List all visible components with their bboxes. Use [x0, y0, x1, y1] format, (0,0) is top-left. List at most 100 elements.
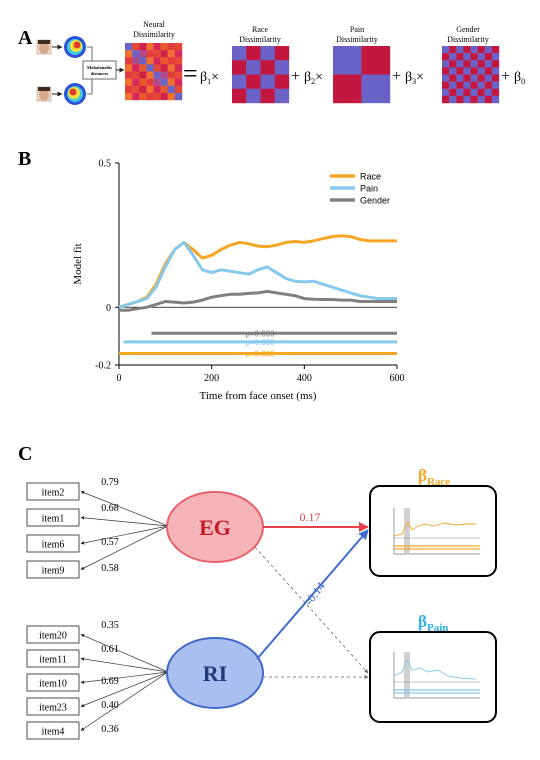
gender-dissimilarity-matrix — [442, 46, 500, 104]
gender-cell — [484, 60, 493, 68]
ri-loading-value: 0.35 — [101, 620, 119, 631]
gender-cell — [477, 53, 485, 61]
neural-cell — [125, 43, 133, 51]
ri-item-box — [26, 625, 80, 644]
race-cell — [260, 60, 275, 75]
x-tick-label: 200 — [204, 373, 219, 384]
series-line-pain — [118, 240, 397, 309]
beta1-sub: 1 — [207, 77, 211, 86]
sem-diagram: item2 0.79 item1 0.68 item6 0.57 item9 0.58 item… — [26, 466, 497, 740]
ri-item-box — [26, 649, 80, 668]
beta3-times: × — [416, 70, 424, 85]
gender-cell — [477, 67, 485, 75]
neural-cell — [125, 71, 133, 79]
gender-cell — [477, 74, 485, 82]
neural-cell — [125, 64, 133, 72]
gender-cell — [470, 67, 478, 75]
mini-shaded-window — [404, 652, 410, 698]
head-topomap-bottom-icon — [64, 83, 86, 105]
gender-cell — [491, 88, 500, 97]
race-cell — [260, 88, 275, 104]
gender-cell — [449, 74, 457, 82]
neural-cell — [125, 78, 133, 86]
ri-item-label: item20 — [39, 631, 67, 642]
ri-loading-arrow — [80, 657, 169, 673]
neural-cell — [174, 43, 183, 51]
x-tick-label: 600 — [390, 373, 405, 384]
race-cell — [274, 46, 290, 61]
race-cell — [274, 88, 290, 104]
path-eg-race-value: 0.17 — [300, 510, 321, 524]
neural-cell — [132, 64, 140, 72]
legend-label-pain: Pain — [360, 184, 378, 194]
neural-cell — [153, 71, 161, 79]
gender-cell — [456, 60, 464, 68]
neural-cell — [132, 92, 140, 101]
equals-sign: = — [183, 59, 198, 88]
ri-loading-value: 0.61 — [101, 644, 119, 655]
gender-cell — [449, 88, 457, 97]
gender-cell — [449, 81, 457, 89]
neural-cell — [174, 85, 183, 94]
neural-cell — [132, 85, 140, 94]
neural-cell — [153, 85, 161, 94]
gender-cell — [449, 67, 457, 75]
x-axis-label: Time from face onset (ms) — [200, 390, 317, 402]
ri-loading-arrow — [80, 671, 169, 731]
neural-cell — [146, 85, 154, 94]
beta3-term: β3× — [405, 70, 424, 86]
race-cell — [246, 60, 261, 75]
matrix-title-race-1: Race — [252, 25, 268, 34]
beta1-term: β1× — [200, 70, 219, 86]
neural-cell — [174, 92, 183, 101]
path-eg-pain-dashed — [254, 546, 369, 674]
beta2-times: × — [315, 70, 323, 85]
neural-cell — [153, 64, 161, 72]
ri-loading-arrow — [80, 634, 169, 673]
gender-cell — [456, 88, 464, 97]
legend-label-gender: Gender — [360, 196, 390, 206]
series-line-gender — [119, 289, 397, 312]
gender-cell — [470, 95, 478, 104]
neural-cell — [139, 92, 147, 101]
eg-loading-arrow — [80, 516, 169, 527]
neural-cell — [153, 57, 161, 65]
gender-cell — [463, 46, 471, 54]
neural-cell — [139, 50, 147, 58]
beta2-symbol: β — [304, 70, 311, 85]
eg-item-box — [26, 482, 80, 501]
gender-cell — [463, 74, 471, 82]
gender-cell — [470, 88, 478, 97]
neural-cell — [125, 57, 133, 65]
neural-cell — [160, 64, 168, 72]
neural-cell — [139, 64, 147, 72]
eg-item-box — [26, 560, 80, 579]
gender-cell — [491, 81, 500, 89]
neural-cell — [167, 57, 176, 65]
race-cell — [260, 46, 275, 61]
neural-cell — [174, 57, 183, 65]
gender-cell — [470, 53, 478, 61]
gender-cell — [484, 46, 493, 54]
gender-cell — [442, 81, 450, 89]
race-cell — [232, 74, 247, 89]
beta1-times: × — [211, 70, 219, 85]
head-topomap-top-icon — [64, 36, 86, 58]
neural-cell — [139, 85, 147, 94]
beta-race-label: βRace — [418, 466, 450, 488]
neural-cell — [146, 57, 154, 65]
neural-cell — [167, 71, 176, 79]
eg-loading-value: 0.58 — [101, 563, 119, 574]
pain-cell — [361, 74, 391, 104]
beta2-term: β2× — [304, 70, 323, 86]
neural-cell — [146, 71, 154, 79]
y-tick-label: 0.5 — [99, 159, 112, 170]
matrix-title-neural-2: Dissimilarity — [133, 30, 175, 39]
eg-factor-label: EG — [199, 515, 231, 540]
race-dissimilarity-matrix — [232, 46, 290, 104]
path-ri-race-value: -0.14 — [302, 579, 328, 607]
gender-cell — [491, 74, 500, 82]
neural-dissimilarity-matrix — [125, 43, 183, 101]
gender-cell — [470, 46, 478, 54]
eg-item-label: item2 — [42, 488, 65, 499]
